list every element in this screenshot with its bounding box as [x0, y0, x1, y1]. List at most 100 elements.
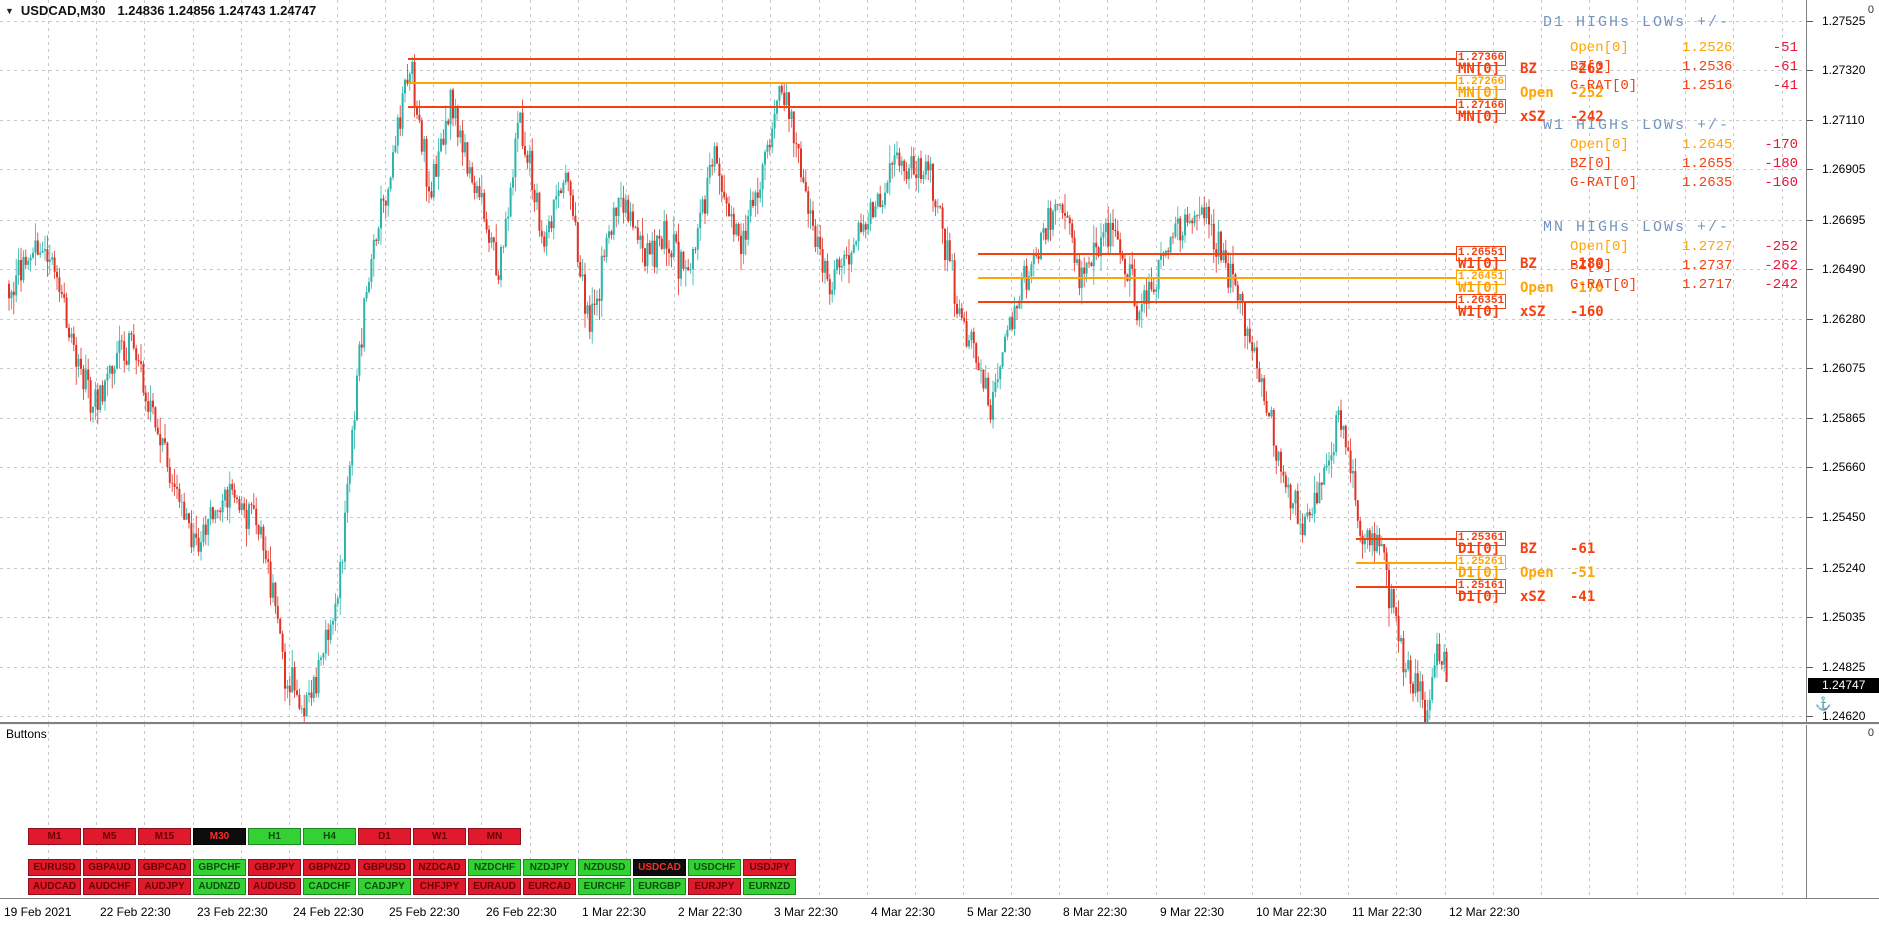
- price-axis-tick: [1807, 169, 1813, 170]
- pair-button-CHFJPY[interactable]: CHFJPY: [413, 878, 466, 895]
- level-line-W1-BZ[interactable]: [978, 253, 1456, 255]
- pair-button-USDCHF[interactable]: USDCHF: [688, 859, 741, 876]
- pair-button-NZDJPY[interactable]: NZDJPY: [523, 859, 576, 876]
- pair-button-AUDJPY[interactable]: AUDJPY: [138, 878, 191, 895]
- panel-row-label: BZ[0]: [1570, 258, 1613, 274]
- pair-button-NZDCAD[interactable]: NZDCAD: [413, 859, 466, 876]
- pair-button-GBPCHF[interactable]: GBPCHF: [193, 859, 246, 876]
- level-label-MN-BZ: MN[0] BZ -262: [1458, 61, 1678, 77]
- level-price-box-MN-BZ: 1.27366: [1456, 51, 1506, 66]
- pair-button-CADJPY[interactable]: CADJPY: [358, 878, 411, 895]
- pair-button-EURNZD[interactable]: EURNZD: [743, 878, 796, 895]
- timeframe-button-MN[interactable]: MN: [468, 828, 521, 845]
- chart-symbol-timeframe: USDCAD,M30: [20, 3, 106, 18]
- timeframe-button-H1[interactable]: H1: [248, 828, 301, 845]
- pair-button-EURGBP[interactable]: EURGBP: [633, 878, 686, 895]
- level-tf: D1[0]: [1458, 565, 1501, 581]
- timeframe-button-M5[interactable]: M5: [83, 828, 136, 845]
- time-axis-label: 25 Feb 22:30: [389, 905, 460, 919]
- pair-button-GBPUSD[interactable]: GBPUSD: [358, 859, 411, 876]
- price-axis-tick: [1807, 617, 1813, 618]
- timeframe-button-H4[interactable]: H4: [303, 828, 356, 845]
- pair-button-EURCAD[interactable]: EURCAD: [523, 878, 576, 895]
- price-axis-tick: [1807, 269, 1813, 270]
- pair-button-GBPJPY[interactable]: GBPJPY: [248, 859, 301, 876]
- level-diff: -170: [1570, 280, 1604, 296]
- panel-row-value: 1.2655: [1682, 156, 1733, 172]
- price-axis-label: 1.26280: [1822, 312, 1866, 326]
- level-line-MN-Open[interactable]: [408, 82, 1456, 84]
- pair-button-USDJPY[interactable]: USDJPY: [743, 859, 796, 876]
- level-line-MN-BZ[interactable]: [408, 58, 1456, 60]
- panel-row-value: 1.2526: [1682, 40, 1733, 56]
- chart-title: ▼ USDCAD,M30 1.24836 1.24856 1.24743 1.247…: [5, 3, 316, 18]
- pair-button-AUDNZD[interactable]: AUDNZD: [193, 878, 246, 895]
- panel-row-GRAT0-2: G-RAT[0] 1.2717 -242: [1570, 277, 1798, 293]
- time-axis[interactable]: 19 Feb 2021 22 Feb 22:30 23 Feb 22:30 24 Fe…: [0, 898, 1879, 927]
- price-axis-label: 1.27525: [1822, 14, 1866, 28]
- timeframe-button-D1[interactable]: D1: [358, 828, 411, 845]
- level-tag: xSZ: [1520, 304, 1546, 320]
- price-axis[interactable]: 0 0 1.24747 1.27525 1.27320 1.27110 1.26905…: [1806, 0, 1879, 898]
- price-axis-label: 1.25660: [1822, 460, 1866, 474]
- chart-collapse-icon[interactable]: ▼: [5, 6, 14, 16]
- level-label-D1-xSZ: D1[0] xSZ -41: [1458, 589, 1678, 605]
- level-diff: -252: [1570, 85, 1604, 101]
- price-axis-label: 1.27110: [1822, 113, 1865, 127]
- chart-anchor-icon: ⚓: [1815, 696, 1832, 711]
- price-axis-tick: [1807, 70, 1813, 71]
- price-axis-label: 1.24620: [1822, 709, 1866, 723]
- level-line-W1-Open[interactable]: [978, 277, 1456, 279]
- pair-button-CADCHF[interactable]: CADCHF: [303, 878, 356, 895]
- pair-button-NZDUSD[interactable]: NZDUSD: [578, 859, 631, 876]
- pair-button-GBPAUD[interactable]: GBPAUD: [83, 859, 136, 876]
- time-axis-label: 22 Feb 22:30: [100, 905, 171, 919]
- pair-button-EURJPY[interactable]: EURJPY: [688, 878, 741, 895]
- price-axis-tick: [1807, 319, 1813, 320]
- level-tf: MN[0]: [1458, 61, 1501, 77]
- panel-row-value: 1.2645: [1682, 137, 1733, 153]
- timeframe-button-M30[interactable]: M30: [193, 828, 246, 845]
- pair-button-AUDCAD[interactable]: AUDCAD: [28, 878, 81, 895]
- time-axis-label: 26 Feb 22:30: [486, 905, 557, 919]
- panel-row-BZ0-2: BZ[0] 1.2737 -262: [1570, 258, 1798, 274]
- pair-button-GBPCAD[interactable]: GBPCAD: [138, 859, 191, 876]
- pair-button-AUDCHF[interactable]: AUDCHF: [83, 878, 136, 895]
- time-axis-label: 3 Mar 22:30: [774, 905, 839, 919]
- panel-row-label: G-RAT[0]: [1570, 78, 1638, 94]
- price-axis-label: 1.24825: [1822, 660, 1866, 674]
- panel-row-value: 1.2717: [1682, 277, 1733, 293]
- level-line-D1-Open[interactable]: [1356, 562, 1456, 564]
- level-tag: Open: [1520, 565, 1554, 581]
- panel-row-label: BZ[0]: [1570, 156, 1613, 172]
- indicator-scale-zero-sub: 0: [1867, 727, 1874, 739]
- timeframe-button-M1[interactable]: M1: [28, 828, 81, 845]
- pair-button-NZDCHF[interactable]: NZDCHF: [468, 859, 521, 876]
- timeframe-button-W1[interactable]: W1: [413, 828, 466, 845]
- level-line-MN-xSZ[interactable]: [408, 106, 1456, 108]
- level-tf: MN[0]: [1458, 85, 1501, 101]
- pair-button-USDCAD[interactable]: USDCAD: [633, 859, 686, 876]
- level-diff: -160: [1570, 304, 1604, 320]
- level-line-D1-BZ[interactable]: [1356, 538, 1456, 540]
- level-line-D1-xSZ[interactable]: [1356, 586, 1456, 588]
- panel-header-W1: W1 HIGHs LOWs +/-: [1543, 117, 1731, 134]
- main-chart-area[interactable]: ▼ USDCAD,M30 1.24836 1.24856 1.24743 1.247…: [0, 0, 1879, 722]
- level-price-box-MN-xSZ: 1.27166: [1456, 99, 1506, 114]
- panel-row-value: 1.2727: [1682, 239, 1733, 255]
- level-tf: W1[0]: [1458, 256, 1501, 272]
- price-axis-tick: [1807, 467, 1813, 468]
- pair-button-EURUSD[interactable]: EURUSD: [28, 859, 81, 876]
- pair-button-AUDUSD[interactable]: AUDUSD: [248, 878, 301, 895]
- level-price-box-D1-xSZ: 1.25161: [1456, 579, 1506, 594]
- pair-button-EURCHF[interactable]: EURCHF: [578, 878, 631, 895]
- panel-row-Open0-0: Open[0] 1.2526 -51: [1570, 40, 1798, 56]
- pair-button-EURAUD[interactable]: EURAUD: [468, 878, 521, 895]
- candlestick-plot: [0, 0, 1806, 722]
- price-axis-label: 1.26695: [1822, 213, 1866, 227]
- price-axis-tick: [1807, 568, 1813, 569]
- subwindow-splitter[interactable]: [0, 722, 1879, 725]
- timeframe-button-M15[interactable]: M15: [138, 828, 191, 845]
- level-line-W1-xSZ[interactable]: [978, 301, 1456, 303]
- pair-button-GBPNZD[interactable]: GBPNZD: [303, 859, 356, 876]
